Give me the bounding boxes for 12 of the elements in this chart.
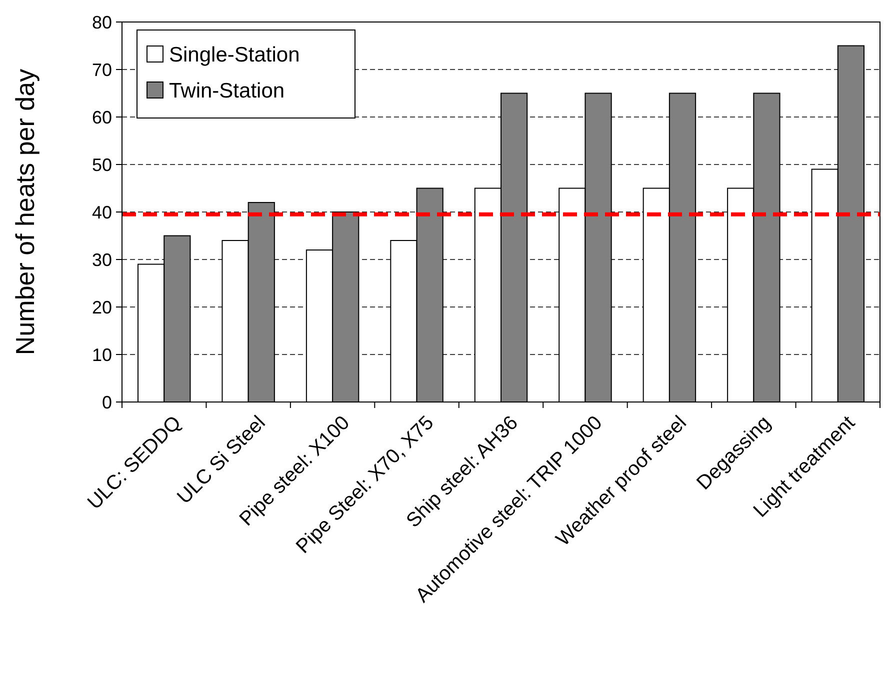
y-tick-label: 0 bbox=[102, 392, 112, 412]
y-tick-label: 70 bbox=[92, 60, 112, 80]
legend-label: Single-Station bbox=[169, 43, 300, 66]
y-tick-label: 20 bbox=[92, 297, 112, 318]
legend-label: Twin-Station bbox=[169, 79, 285, 102]
y-tick-label: 10 bbox=[92, 344, 112, 365]
y-tick-label: 30 bbox=[92, 250, 112, 270]
y-tick-label: 50 bbox=[92, 154, 112, 175]
y-tick-label: 40 bbox=[92, 202, 112, 222]
y-axis-title: Number of heats per day bbox=[10, 68, 40, 356]
y-tick-label: 80 bbox=[92, 12, 112, 32]
y-tick-label: 60 bbox=[92, 107, 112, 128]
